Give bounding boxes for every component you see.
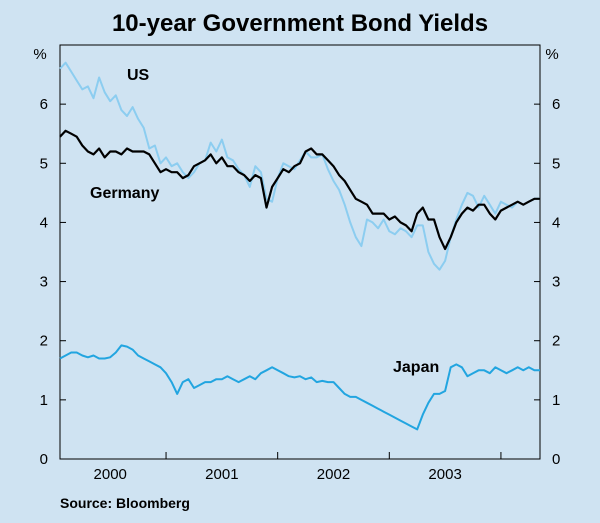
x-tick-label: 2001 (205, 466, 238, 483)
right-unit-label: % (545, 46, 558, 63)
y-tick-label-right: 0 (552, 451, 560, 468)
y-tick-label-left: 1 (40, 392, 48, 409)
x-tick-label: 2002 (317, 466, 350, 483)
y-tick-label-left: 0 (40, 451, 48, 468)
series-label-germany: Germany (90, 185, 159, 202)
series-line-germany (59, 129, 540, 251)
y-tick-label-right: 6 (552, 96, 560, 113)
x-tick-label: 2003 (428, 466, 461, 483)
y-tick-label-right: 2 (552, 333, 560, 350)
x-axis: 2000 2001 2002 2003 (94, 466, 462, 483)
series-label-japan: Japan (393, 359, 439, 376)
series-label-us: US (127, 67, 150, 84)
y-tick-label-left: 2 (40, 333, 48, 350)
series-line-japan (59, 344, 540, 431)
left-unit-label: % (33, 46, 46, 63)
plot-frame (59, 44, 541, 460)
series-lines (59, 61, 540, 431)
x-tick-label: 2000 (94, 466, 127, 483)
y-tick-label-right: 5 (552, 155, 560, 172)
y-tick-label-right: 3 (552, 274, 560, 291)
series-line-us (59, 61, 540, 271)
chart-title: 10-year Government Bond Yields (112, 10, 488, 37)
y-tick-label-left: 3 (40, 274, 48, 291)
y-tick-label-left: 5 (40, 155, 48, 172)
y-axis-left: 0 1 2 3 4 5 6 (40, 96, 48, 468)
tick-marks (60, 103, 540, 460)
y-tick-label-right: 4 (552, 214, 560, 231)
source-note: Source: Bloomberg (60, 495, 190, 511)
y-tick-label-left: 6 (40, 96, 48, 113)
y-tick-label-left: 4 (40, 214, 48, 231)
y-axis-right: 0 1 2 3 4 5 6 (552, 96, 560, 468)
y-tick-label-right: 1 (552, 392, 560, 409)
